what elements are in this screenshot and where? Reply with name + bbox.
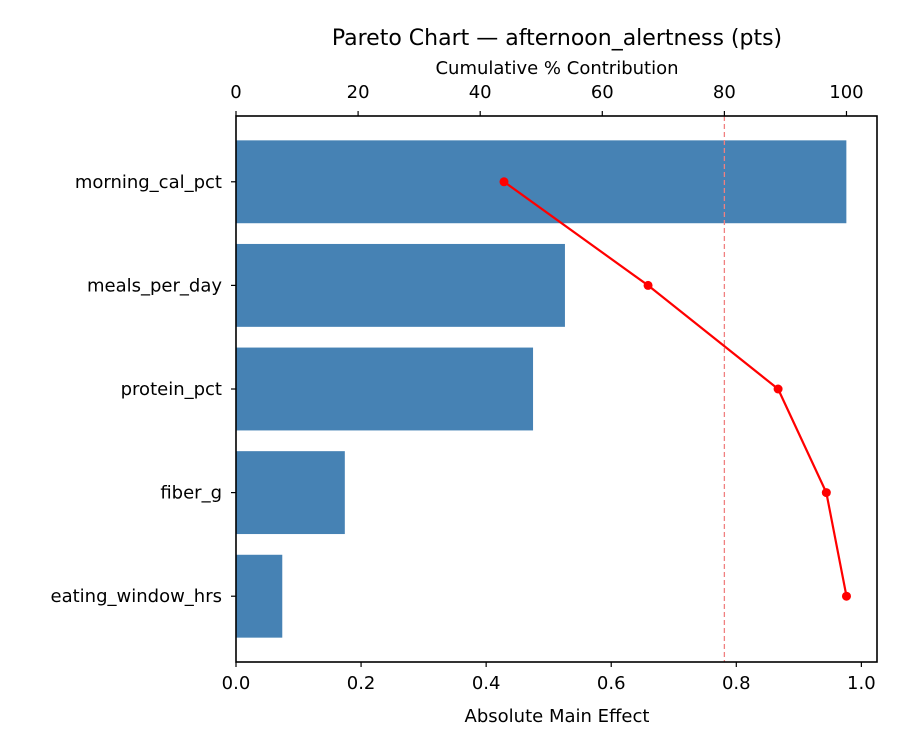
x-tick-label: 0.2 (347, 673, 376, 694)
plot-frame (235, 115, 878, 663)
y-tick-label: protein_pct (121, 379, 222, 400)
y-tick-label: fiber_g (160, 483, 222, 504)
x-tick-label: 0.8 (722, 673, 751, 694)
x-tick-label: 0.0 (222, 673, 251, 694)
x2-tick-label: 100 (829, 82, 863, 103)
cumulative-point (841, 591, 851, 601)
x2-tick-label: 40 (469, 82, 492, 103)
bottom-axis-label: Absolute Main Effect (465, 706, 650, 727)
cumulative-point (773, 384, 783, 394)
y-tick-label: meals_per_day (87, 275, 222, 296)
cumulative-point (643, 280, 653, 290)
top-axis-label: Cumulative % Contribution (435, 58, 678, 79)
y-tick-label: morning_cal_pct (75, 172, 222, 193)
x2-tick-label: 80 (713, 82, 736, 103)
x2-tick-label: 60 (591, 82, 614, 103)
bar-fiber_g (236, 451, 345, 535)
x-tick-label: 0.6 (597, 673, 626, 694)
bar-eating_window_hrs (236, 554, 283, 638)
x2-tick-label: 0 (230, 82, 241, 103)
x-tick-label: 0.4 (472, 673, 501, 694)
chart-title: Pareto Chart — afternoon_alertness (pts) (332, 26, 782, 51)
bar-meals_per_day (236, 243, 565, 327)
x2-tick-label: 20 (347, 82, 370, 103)
bar-protein_pct (236, 347, 534, 431)
cumulative-point (821, 488, 831, 498)
x-tick-label: 1.0 (847, 673, 876, 694)
bar-morning_cal_pct (236, 140, 847, 224)
y-tick-label: eating_window_hrs (51, 586, 222, 607)
cumulative-point (499, 177, 509, 187)
